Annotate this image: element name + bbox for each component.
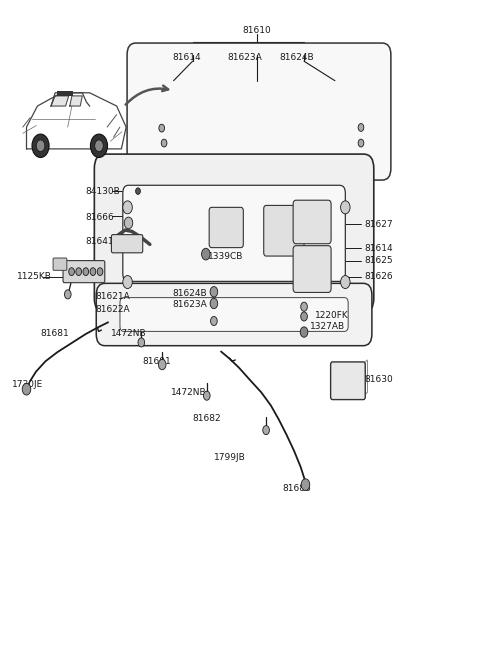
Circle shape xyxy=(161,139,167,147)
Text: 81614: 81614 xyxy=(172,54,201,62)
Text: 81682: 81682 xyxy=(192,414,221,423)
FancyBboxPatch shape xyxy=(293,200,331,244)
Circle shape xyxy=(159,124,165,132)
Text: 81630: 81630 xyxy=(364,375,393,384)
Circle shape xyxy=(301,302,307,311)
FancyBboxPatch shape xyxy=(123,185,345,282)
FancyBboxPatch shape xyxy=(127,43,391,180)
FancyBboxPatch shape xyxy=(120,297,348,331)
Circle shape xyxy=(22,383,31,395)
Text: 1327AB: 1327AB xyxy=(310,322,345,331)
Text: 1125KB: 1125KB xyxy=(17,272,52,282)
Text: 1220FK: 1220FK xyxy=(315,310,348,320)
Polygon shape xyxy=(70,96,82,106)
Text: 81621A: 81621A xyxy=(96,293,130,301)
Text: 81641: 81641 xyxy=(86,237,114,246)
Text: 1339CB: 1339CB xyxy=(208,252,243,261)
Circle shape xyxy=(69,268,74,276)
Text: 1730JE: 1730JE xyxy=(12,380,44,389)
Text: 81622A: 81622A xyxy=(96,305,130,314)
Circle shape xyxy=(95,140,103,151)
Circle shape xyxy=(300,327,308,337)
Circle shape xyxy=(97,268,103,276)
Circle shape xyxy=(123,276,132,289)
Circle shape xyxy=(210,298,218,309)
FancyBboxPatch shape xyxy=(95,154,374,312)
Text: 81691: 81691 xyxy=(143,357,171,365)
FancyBboxPatch shape xyxy=(111,234,143,253)
Text: 81686: 81686 xyxy=(283,484,312,493)
Text: 84130B: 84130B xyxy=(86,187,120,196)
FancyBboxPatch shape xyxy=(63,261,105,283)
FancyBboxPatch shape xyxy=(293,246,331,292)
Text: 1472NB: 1472NB xyxy=(171,388,207,397)
Circle shape xyxy=(204,391,210,400)
Circle shape xyxy=(138,338,144,347)
Text: 81614: 81614 xyxy=(364,244,393,253)
Circle shape xyxy=(90,134,108,157)
FancyBboxPatch shape xyxy=(96,284,372,346)
FancyBboxPatch shape xyxy=(331,362,365,400)
Text: 81610: 81610 xyxy=(242,26,271,35)
Bar xyxy=(57,91,73,96)
Circle shape xyxy=(124,217,133,229)
Circle shape xyxy=(301,312,307,321)
Text: 1799JB: 1799JB xyxy=(214,453,246,462)
Circle shape xyxy=(83,268,89,276)
Circle shape xyxy=(301,479,310,491)
Circle shape xyxy=(136,188,140,195)
Circle shape xyxy=(32,134,49,157)
Text: 81623A: 81623A xyxy=(173,300,207,309)
Circle shape xyxy=(358,139,364,147)
Text: 81626: 81626 xyxy=(364,272,393,282)
Circle shape xyxy=(211,316,217,326)
Text: 81625: 81625 xyxy=(364,256,393,265)
Text: 81623A: 81623A xyxy=(228,54,262,62)
Circle shape xyxy=(123,201,132,214)
Circle shape xyxy=(36,140,45,151)
Circle shape xyxy=(210,287,218,297)
Circle shape xyxy=(202,248,210,260)
Text: 81627: 81627 xyxy=(364,220,393,229)
Text: 81666: 81666 xyxy=(86,213,115,221)
Circle shape xyxy=(76,268,82,276)
Circle shape xyxy=(263,426,269,435)
Circle shape xyxy=(358,124,364,132)
Text: 81681: 81681 xyxy=(41,329,70,339)
Circle shape xyxy=(90,268,96,276)
Circle shape xyxy=(158,360,166,369)
Circle shape xyxy=(64,290,71,299)
FancyBboxPatch shape xyxy=(209,208,243,248)
Text: 81624B: 81624B xyxy=(173,289,207,297)
Text: 81624B: 81624B xyxy=(280,54,314,62)
Circle shape xyxy=(341,276,350,289)
FancyBboxPatch shape xyxy=(53,258,67,271)
Circle shape xyxy=(341,201,350,214)
FancyBboxPatch shape xyxy=(264,206,304,256)
Polygon shape xyxy=(51,96,69,106)
Text: 1472NB: 1472NB xyxy=(111,329,146,339)
